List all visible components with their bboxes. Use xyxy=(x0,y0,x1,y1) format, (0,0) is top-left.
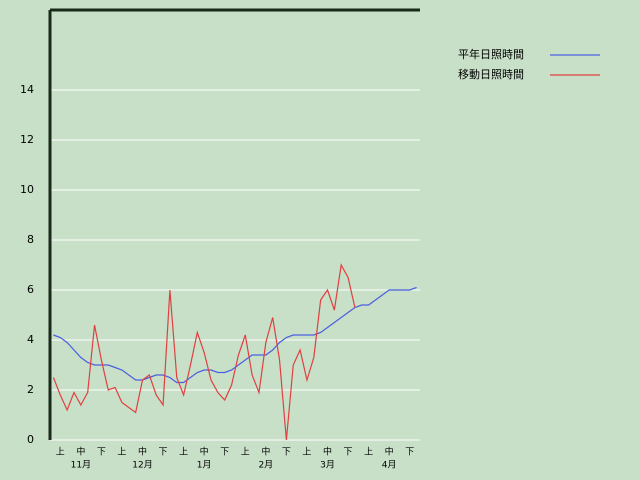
y-tick-label: 14 xyxy=(20,83,34,96)
x-tick-label: 中 xyxy=(76,446,85,458)
y-tick-label: 6 xyxy=(27,283,34,296)
month-label: 12月 xyxy=(132,460,152,471)
x-tick-label: 下 xyxy=(282,448,291,458)
y-tick-label: 2 xyxy=(27,383,34,396)
y-tick-label: 0 xyxy=(27,433,34,446)
x-tick-label: 中 xyxy=(138,446,147,458)
x-tick-label: 下 xyxy=(405,448,414,458)
y-tick-label: 8 xyxy=(27,233,34,246)
x-tick-label: 上 xyxy=(56,447,65,458)
legend-label: 平年日照時間 xyxy=(458,47,524,61)
month-label: 4月 xyxy=(382,460,397,471)
x-tick-label: 上 xyxy=(179,447,188,458)
y-tick-label: 4 xyxy=(27,333,34,346)
x-tick-label: 中 xyxy=(385,446,394,458)
x-tick-label: 下 xyxy=(344,448,353,458)
legend-label: 移動日照時間 xyxy=(458,67,524,81)
x-tick-label: 中 xyxy=(323,446,332,458)
series-line xyxy=(52,263,356,441)
x-tick-label: 上 xyxy=(241,447,250,458)
y-tick-label: 10 xyxy=(20,183,34,196)
month-label: 11月 xyxy=(71,460,91,471)
x-tick-label: 下 xyxy=(97,448,106,458)
x-tick-label: 上 xyxy=(364,447,373,458)
month-label: 2月 xyxy=(258,460,273,471)
x-tick-label: 中 xyxy=(200,446,209,458)
x-tick-label: 下 xyxy=(220,448,229,458)
x-tick-label: 下 xyxy=(159,448,168,458)
x-tick-label: 上 xyxy=(117,447,126,458)
month-label: 1月 xyxy=(197,460,212,471)
x-tick-label: 上 xyxy=(302,447,311,458)
y-tick-label: 12 xyxy=(20,133,34,146)
x-tick-label: 中 xyxy=(261,446,270,458)
month-label: 3月 xyxy=(320,460,335,471)
